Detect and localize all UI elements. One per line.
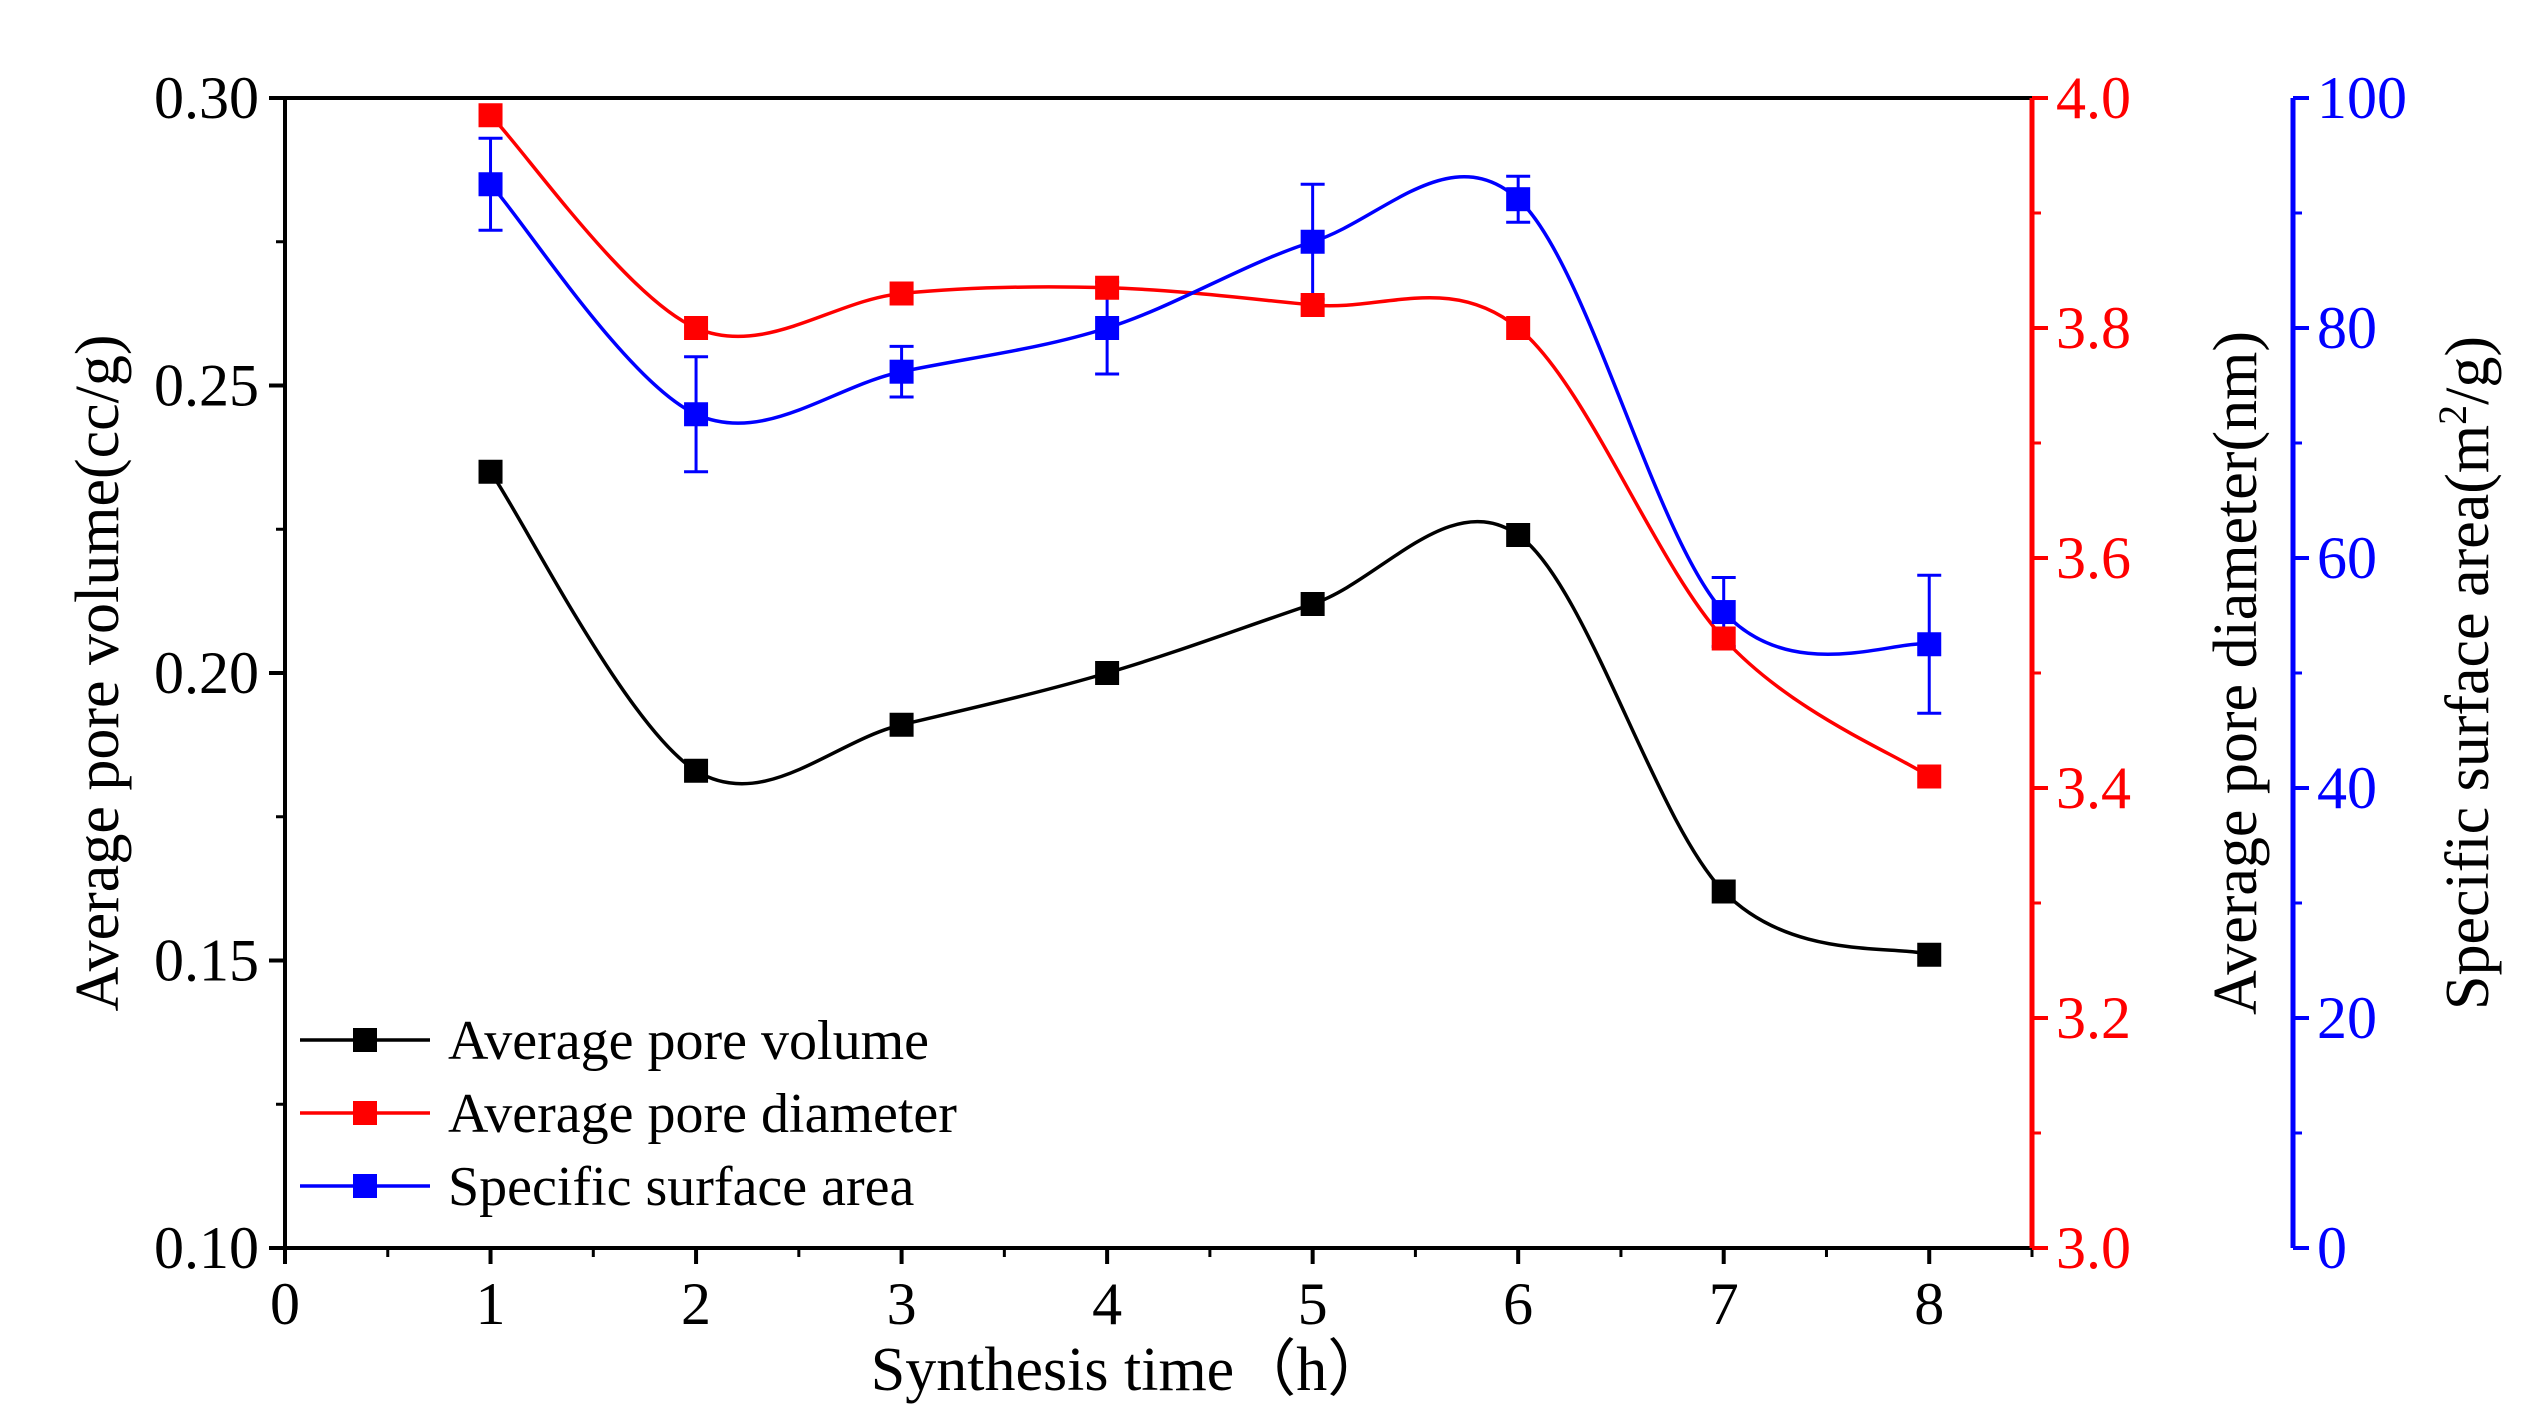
x-tick-label: 6 [1503,1271,1533,1337]
legend-item-label: Average pore diameter [448,1083,957,1145]
diameter-tick-label: 4.0 [2056,65,2131,131]
pore-volume-marker [684,758,709,783]
legend-item-label: Specific surface area [448,1156,914,1218]
x-tick-label: 0 [270,1271,300,1337]
surface-area-marker [1506,187,1531,212]
diameter-tick-label: 3.8 [2056,295,2131,361]
pore-diameter-marker [1917,764,1942,789]
surface-area-tick-label: 60 [2317,525,2377,591]
x-tick-label: 1 [476,1271,506,1337]
legend-item-label: Average pore volume [448,1010,929,1072]
surface-area-marker [1300,229,1325,254]
pore-volume-marker [1917,942,1942,967]
left-tick-label: 0.15 [154,928,259,994]
left-tick-label: 0.10 [154,1215,259,1281]
plot-frame [283,96,2034,1250]
surface-area-marker [1711,600,1736,625]
x-tick-label: 2 [681,1271,711,1337]
x-tick-label: 4 [1092,1271,1122,1337]
legend-marker [353,1028,377,1052]
x-tick-label: 3 [887,1271,917,1337]
pore-diameter-marker [1506,316,1531,340]
left-tick-label: 0.25 [154,353,259,419]
x-tick-label: 8 [1914,1271,1944,1337]
pore-volume-marker [1300,592,1325,616]
diameter-tick-label: 3.4 [2056,755,2131,821]
x-axis-title: Synthesis time（h） [871,1336,1389,1404]
pore-volume-marker [1711,879,1736,904]
surface-area-tick-label: 20 [2317,985,2377,1051]
pore-diameter-curve [489,114,1931,778]
surface-area-marker [1917,632,1942,657]
pore-volume-marker [1506,523,1531,547]
pore-diameter-marker [889,281,914,306]
left-axis-title: Average pore volume(cc/g) [64,334,132,1011]
legend-marker [353,1101,377,1125]
x-tick-label: 7 [1709,1271,1739,1337]
pore-diameter-marker [684,316,709,340]
left-tick-label: 0.20 [154,640,259,706]
diameter-tick-label: 3.0 [2056,1215,2131,1281]
surface-area-tick-label: 40 [2317,755,2377,821]
surface-area-tick-label: 0 [2317,1215,2347,1281]
pore-diameter-marker [1711,626,1736,651]
surface-area-axis-title: Specific surface area(m2/g) [2430,336,2503,1010]
surface-area-tick-label: 80 [2317,295,2377,361]
diameter-tick-label: 3.2 [2056,985,2131,1051]
legend-marker [353,1174,377,1198]
x-tick-label: 5 [1298,1271,1328,1337]
pore-diameter-marker [478,103,503,128]
surface-area-marker [684,402,709,427]
surface-area-curve [489,175,1930,656]
surface-area-marker [478,172,503,197]
diameter-axis-title: Average pore diameter(nm) [2202,331,2270,1015]
surface-area-marker [1095,316,1120,340]
pore-volume-marker [1095,661,1120,685]
surface-area-tick-label: 100 [2317,65,2407,131]
pore-diameter-marker [1300,293,1325,317]
pore-diameter-marker [1095,275,1120,300]
surface-area-marker [889,359,914,384]
left-tick-label: 0.30 [154,65,259,131]
pore-volume-marker [889,712,914,737]
pore-volume-marker [478,459,503,484]
diameter-tick-label: 3.6 [2056,525,2131,591]
superscript-2: 2 [2430,405,2475,425]
